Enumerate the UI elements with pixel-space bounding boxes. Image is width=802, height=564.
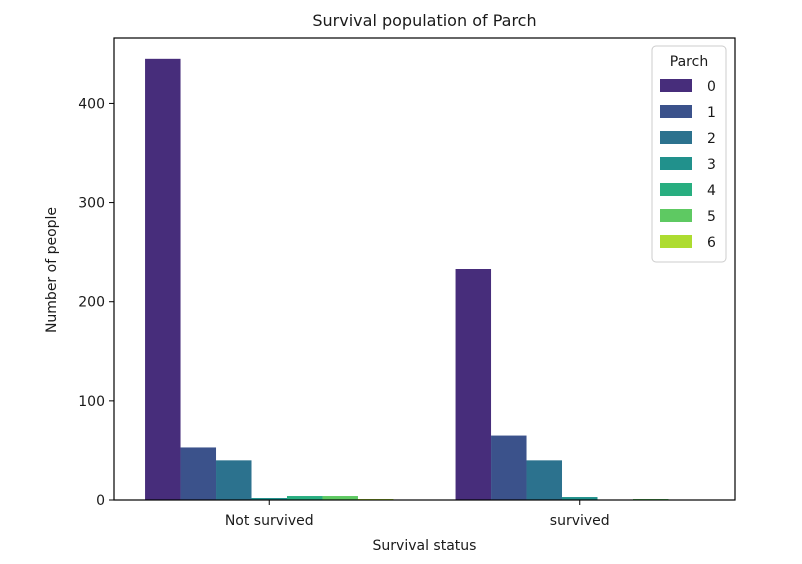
legend-label-1: 1: [707, 105, 716, 121]
bar-parch-2-0: [216, 460, 252, 500]
bar-parch-3-0: [251, 498, 287, 500]
x-axis: Not survived survived: [225, 500, 610, 529]
legend-label-5: 5: [707, 209, 716, 225]
plot-frame: [113, 37, 736, 501]
y-tick-label: 0: [96, 493, 105, 509]
bar-parch-3-1: [562, 497, 598, 500]
legend-label-0: 0: [707, 79, 716, 95]
legend-label-2: 2: [707, 131, 716, 147]
legend-swatch-0: [660, 79, 692, 92]
legend-label-4: 4: [707, 183, 716, 199]
bar-parch-5-0: [322, 496, 358, 500]
legend-title: Parch: [670, 54, 708, 70]
chart-title: Survival population of Parch: [312, 11, 536, 30]
legend-box: [651, 45, 727, 263]
legend-swatch-5: [660, 209, 692, 222]
y-tick-label: 400: [78, 96, 105, 112]
x-tick-label: Not survived: [225, 513, 314, 529]
bars-layer: [145, 58, 669, 500]
legend-label-3: 3: [707, 157, 716, 173]
legend-swatch-6: [660, 235, 692, 248]
legend-label-6: 6: [707, 235, 716, 251]
y-tick-label: 300: [78, 196, 105, 212]
bar-parch-1-0: [180, 447, 217, 500]
legend-swatch-3: [660, 157, 692, 170]
y-tick-label: 200: [78, 295, 105, 311]
bar-parch-2-1: [526, 460, 563, 500]
legend-swatch-4: [660, 183, 692, 196]
bar-parch-0-0: [145, 58, 181, 500]
y-axis: 0 100 200 300 400: [78, 96, 114, 509]
legend: Parch 0 1 2 3 4 5 6: [651, 45, 727, 263]
legend-swatch-2: [660, 131, 692, 144]
y-tick-label: 100: [78, 394, 105, 410]
legend-swatch-1: [660, 105, 692, 118]
bar-parch-0-1: [455, 269, 492, 500]
bar-parch-4-0: [286, 496, 323, 500]
x-tick-label: survived: [550, 513, 610, 529]
x-axis-label: Survival status: [373, 538, 477, 554]
bar-parch-1-1: [491, 435, 527, 500]
y-axis-label: Number of people: [44, 207, 60, 333]
